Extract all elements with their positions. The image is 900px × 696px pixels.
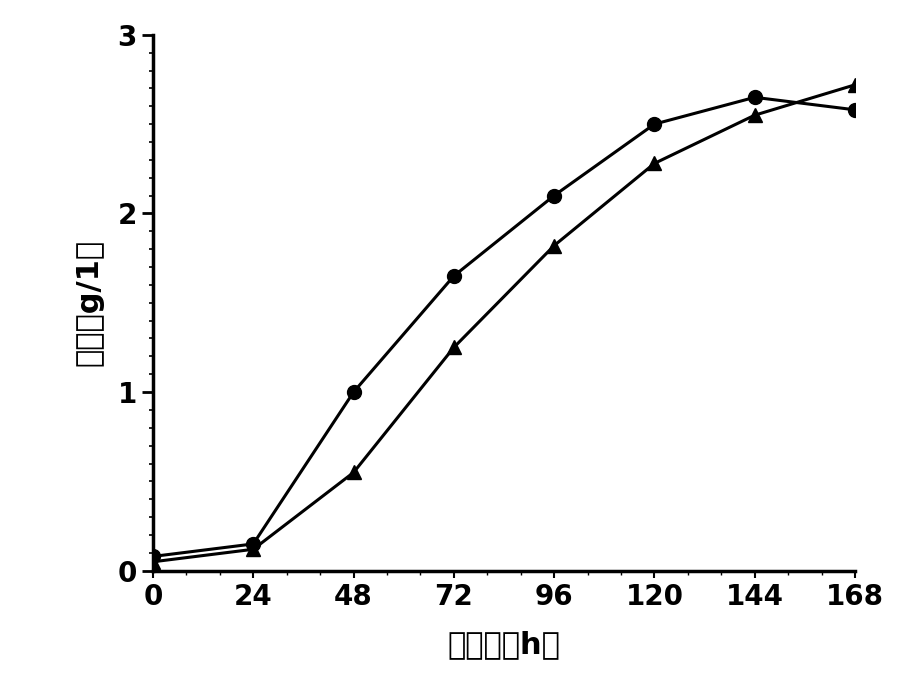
X-axis label: 时间　（h）: 时间 （h） (447, 630, 561, 659)
Y-axis label: 干重（g/1）: 干重（g/1） (75, 239, 104, 366)
